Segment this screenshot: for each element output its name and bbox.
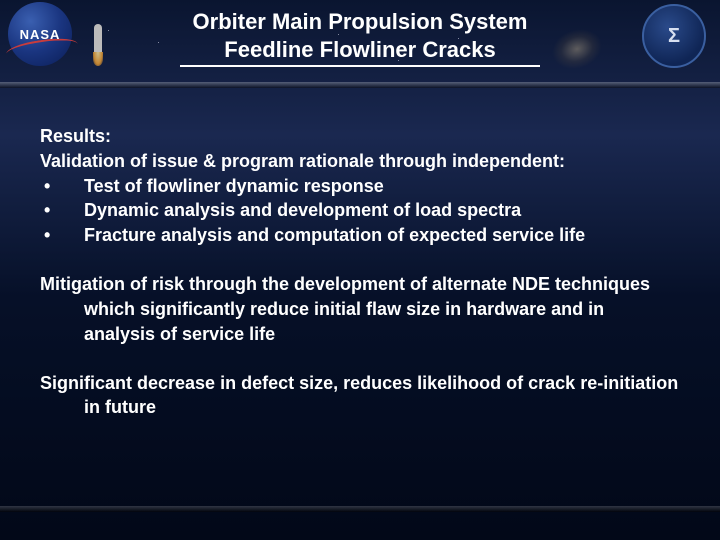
sigma-icon: Σ (668, 25, 680, 48)
shuttle-icon (88, 24, 108, 68)
bullet-text: Test of flowliner dynamic response (84, 174, 680, 199)
slide-header: NASA Orbiter Main Propulsion System Feed… (0, 0, 720, 88)
bullet-item: • Dynamic analysis and development of lo… (40, 198, 680, 223)
results-heading: Results: (40, 124, 680, 149)
nasa-label: NASA (20, 27, 61, 42)
footer-divider (0, 506, 720, 512)
header-divider (0, 82, 720, 88)
bullet-item: • Test of flowliner dynamic response (40, 174, 680, 199)
safety-badge: Σ (642, 4, 710, 72)
bullet-text: Fracture analysis and computation of exp… (84, 223, 680, 248)
nasa-logo: NASA (8, 2, 86, 66)
bullet-mark: • (40, 174, 84, 199)
bullet-item: • Fracture analysis and computation of e… (40, 223, 680, 248)
bullet-mark: • (40, 198, 84, 223)
results-section: Results: Validation of issue & program r… (40, 124, 680, 248)
significance-paragraph: Significant decrease in defect size, red… (40, 371, 680, 421)
validation-intro: Validation of issue & program rationale … (40, 149, 680, 174)
space-background (78, 20, 642, 76)
slide-content: Results: Validation of issue & program r… (0, 88, 720, 420)
mitigation-paragraph: Mitigation of risk through the developme… (40, 272, 680, 346)
bullet-text: Dynamic analysis and development of load… (84, 198, 680, 223)
bullet-mark: • (40, 223, 84, 248)
